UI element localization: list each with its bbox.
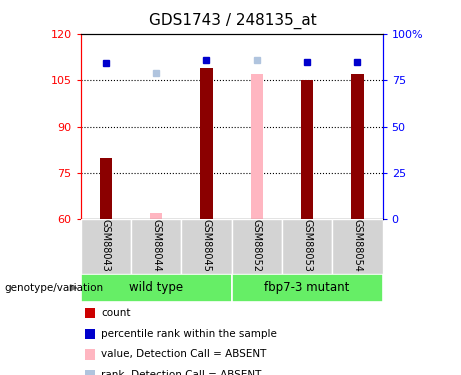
Text: percentile rank within the sample: percentile rank within the sample [101, 329, 277, 339]
Bar [250, 74, 263, 219]
Bar [131, 219, 181, 274]
Bar [150, 213, 162, 219]
Bar [231, 274, 383, 302]
Text: count: count [101, 308, 130, 318]
Text: value, Detection Call = ABSENT: value, Detection Call = ABSENT [101, 350, 266, 359]
Text: GSM88053: GSM88053 [302, 219, 312, 272]
Text: genotype/variation: genotype/variation [5, 283, 104, 293]
Bar [100, 158, 112, 219]
Bar [85, 328, 95, 339]
Text: fbp7-3 mutant: fbp7-3 mutant [265, 281, 350, 294]
Bar [282, 219, 332, 274]
Text: GSM88054: GSM88054 [353, 219, 362, 272]
Bar [301, 80, 313, 219]
Text: wild type: wild type [129, 281, 183, 294]
Bar [351, 74, 364, 219]
Bar [332, 219, 383, 274]
Bar [85, 308, 95, 318]
Text: GDS1743 / 248135_at: GDS1743 / 248135_at [149, 13, 317, 29]
Text: rank, Detection Call = ABSENT: rank, Detection Call = ABSENT [101, 370, 261, 375]
Text: GSM88043: GSM88043 [101, 219, 111, 272]
Bar [81, 274, 231, 302]
Bar [181, 219, 231, 274]
Text: GSM88044: GSM88044 [151, 219, 161, 272]
Bar [231, 219, 282, 274]
Text: GSM88045: GSM88045 [201, 219, 212, 272]
Bar [81, 219, 131, 274]
Text: GSM88052: GSM88052 [252, 219, 262, 272]
Bar [85, 349, 95, 360]
Bar [200, 68, 213, 219]
Bar [85, 370, 95, 375]
